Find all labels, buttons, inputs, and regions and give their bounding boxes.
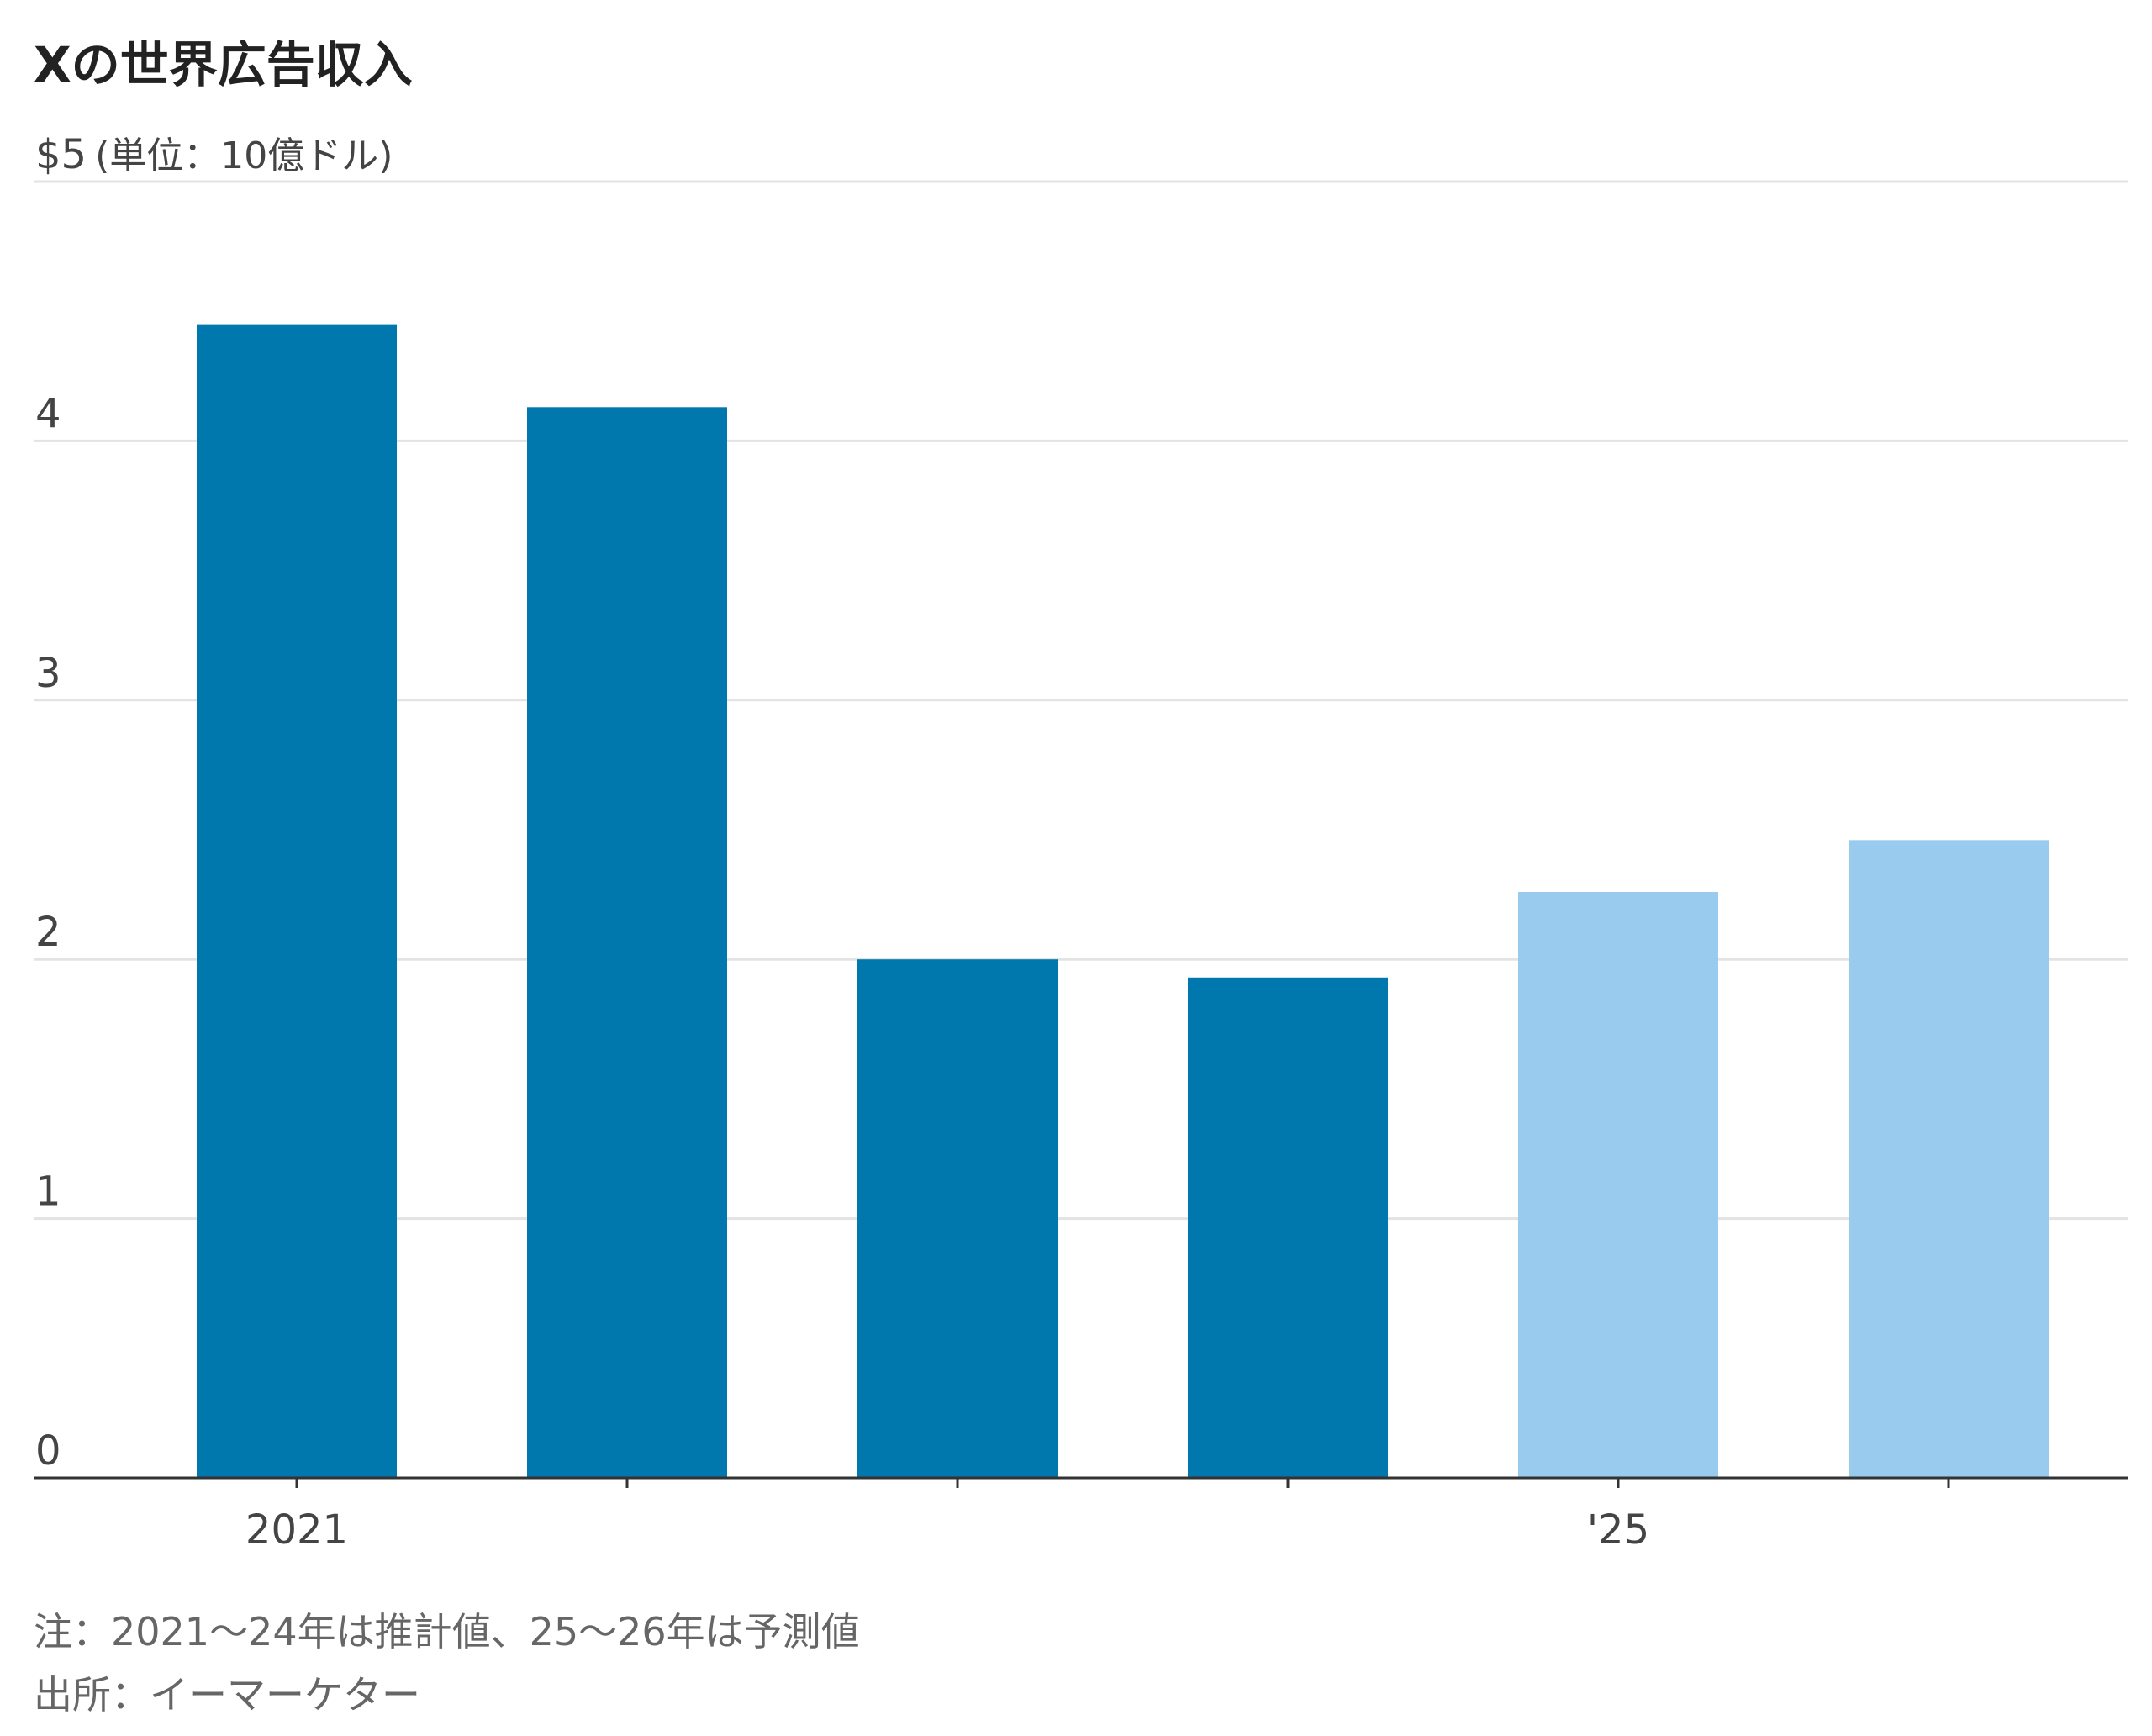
x-axis (34, 1476, 2128, 1488)
chart-title: Xの世界広告収入 (34, 36, 413, 93)
chart-source: 出所：イーマーケター (34, 1672, 420, 1718)
bar-2024 (1188, 977, 1388, 1478)
y-tick-label-2: 2 (35, 909, 61, 956)
chart-note: 注：2021～24年は推計値、25～26年は予測値 (34, 1609, 860, 1654)
y-tick-label-5: $5 (単位：10億ドル) (35, 131, 393, 178)
x-tick-label-2021: 2021 (245, 1506, 348, 1554)
bar-2023 (857, 959, 1058, 1478)
bar-2026 (1849, 840, 2049, 1478)
bars (197, 324, 2049, 1479)
x-tick-label-2025: '25 (1587, 1506, 1649, 1554)
x-axis-tick-labels: 2021 '25 (245, 1506, 1649, 1554)
y-tick-label-3: 3 (35, 650, 61, 697)
y-tick-label-1: 1 (35, 1169, 61, 1216)
bar-2021 (197, 324, 397, 1478)
y-tick-label-4: 4 (35, 390, 61, 437)
bar-2022 (527, 407, 727, 1479)
bar-2025 (1518, 892, 1718, 1478)
y-axis-unit-label: (単位：10億ドル) (95, 135, 393, 177)
y-tick-label-0: 0 (35, 1427, 61, 1475)
y-axis-tick-labels: 0 1 2 3 4 $5 (単位：10億ドル) (35, 131, 393, 1475)
